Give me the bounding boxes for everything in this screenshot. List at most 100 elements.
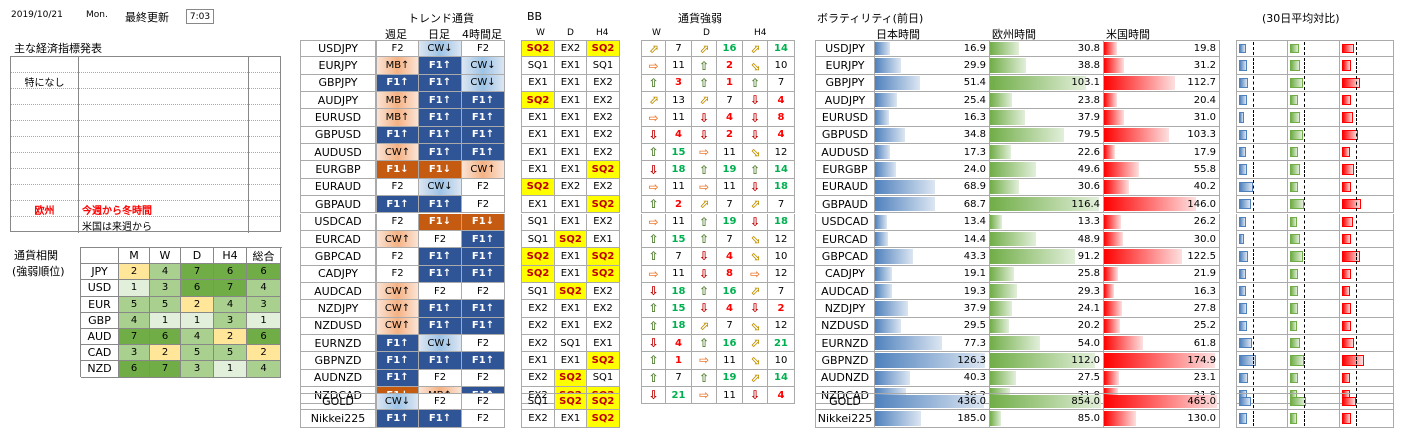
avg-ratio-cell — [1236, 230, 1288, 249]
bb-cell: SQ2 — [521, 178, 555, 197]
vol-cell: 43.3 — [875, 248, 990, 266]
bb-cell: EX2 — [587, 144, 620, 162]
strength-value: 4 — [717, 300, 743, 318]
avg-ratio-bar — [1239, 95, 1247, 106]
vol-bar — [990, 58, 1026, 73]
avg-ratio-cell — [1340, 282, 1394, 301]
vol-cell: 23.1 — [1104, 369, 1220, 387]
avg-ratio-cell — [1288, 213, 1340, 231]
avg-ratio-bar — [1290, 112, 1300, 123]
vol-pair-name: GBPUSD — [815, 126, 875, 145]
vol-cell: 27.5 — [990, 369, 1104, 387]
avg-marker — [1356, 93, 1358, 108]
avg-ratio-cell — [1340, 300, 1394, 318]
vol-value: 23.8 — [1077, 94, 1100, 106]
avg-marker — [1304, 318, 1306, 333]
avg-ratio-bar — [1342, 112, 1353, 123]
avg-marker — [1304, 58, 1306, 73]
vol-cell: 68.7 — [875, 196, 990, 214]
avg-marker — [1304, 370, 1306, 385]
avg-marker — [1356, 75, 1358, 91]
vol-bar — [990, 335, 1040, 351]
avg-ratio-bar — [1239, 77, 1248, 89]
avg-marker — [1356, 353, 1358, 368]
avg-ratio-bar — [1342, 77, 1360, 89]
bb-w-label: W — [536, 28, 545, 38]
vol-cell: 24.0 — [875, 161, 990, 179]
pair-name: EURGBP — [300, 161, 376, 179]
up-right-arrow-icon: ⬀ — [692, 92, 717, 110]
up-arrow-icon: ⇧ — [641, 230, 666, 249]
strength-value: 18 — [666, 282, 692, 301]
vol-bar — [990, 301, 1012, 316]
strength-value: 13 — [666, 92, 692, 110]
strength-value: 4 — [666, 126, 692, 145]
strength-value: 16 — [717, 334, 743, 353]
vol-value: 19.3 — [963, 285, 986, 297]
avg-ratio-cell — [1340, 92, 1394, 110]
vol-value: 30.6 — [1077, 181, 1100, 193]
vol-bar — [1104, 283, 1114, 299]
strength-value: 1 — [666, 352, 692, 370]
avg-ratio-bar — [1290, 397, 1306, 407]
avg-ratio-bar — [1239, 216, 1246, 227]
avg-ratio-cell — [1236, 92, 1288, 110]
right-arrow-icon: ⇨ — [692, 387, 717, 405]
vol-bar — [875, 249, 913, 264]
vol-value: 51.4 — [963, 77, 986, 89]
vol-pair-name: GBPCAD — [815, 248, 875, 266]
avg-ratio-bar — [1290, 251, 1303, 262]
events-cell-event — [79, 185, 249, 201]
trend-cell: F1↑ — [462, 109, 505, 127]
avg-ratio-bar — [1342, 60, 1351, 71]
bb-cell: SQ2 — [587, 352, 620, 370]
avg-marker — [1253, 266, 1255, 281]
avg-ratio-bar — [1239, 60, 1247, 71]
pair-name: CADJPY — [300, 265, 376, 283]
down-right-arrow-icon: ⬂ — [743, 352, 768, 370]
bb-cell: EX2 — [521, 334, 555, 353]
vol-bar — [990, 127, 1064, 143]
events-cell-event — [79, 105, 249, 121]
vol-value: 13.4 — [963, 216, 986, 228]
avg-ratio-bar — [1239, 337, 1252, 349]
vol-bar — [1104, 42, 1117, 56]
vol-value: 112.7 — [1187, 77, 1216, 89]
avg-marker — [1304, 266, 1306, 281]
avg-ratio-bar — [1290, 303, 1298, 314]
vol-bar — [990, 110, 1025, 125]
weekday: Mon. — [86, 10, 108, 20]
strength-value: 11 — [666, 178, 692, 197]
up-arrow-icon: ⇧ — [743, 74, 768, 93]
trend-cell: F1↑ — [419, 352, 462, 370]
vol-value: 14.4 — [963, 233, 986, 245]
trend-cell: F2 — [376, 40, 419, 58]
events-cell-region — [11, 169, 79, 185]
avg-ratio-bar — [1342, 95, 1351, 106]
avg-ratio-cell — [1236, 300, 1288, 318]
right-arrow-icon: ⇨ — [641, 265, 666, 283]
vol-value: 25.2 — [1193, 320, 1216, 332]
vol-value: 854.0 — [1071, 396, 1100, 408]
vol-value: 29.5 — [963, 320, 986, 332]
vol-bar — [875, 214, 887, 229]
avg-ratio-bar — [1342, 285, 1350, 297]
avg-ratio-cell — [1340, 410, 1394, 428]
strength-value: 19 — [717, 369, 743, 387]
strength-value: 19 — [717, 213, 743, 231]
pair-name: GBPNZD — [300, 352, 376, 370]
corr-col-header: H4 — [214, 248, 247, 265]
bb-cell: EX1 — [555, 144, 587, 162]
avg-ratio-bar — [1342, 372, 1350, 383]
strength-value: 7 — [768, 74, 795, 93]
trend-cell: F1↑ — [419, 317, 462, 335]
vol-value: 116.4 — [1071, 198, 1100, 210]
vol-value: 24.1 — [1077, 302, 1100, 314]
bb-cell: EX1 — [521, 352, 555, 370]
bb-cell: SQ2 — [521, 265, 555, 283]
up-arrow-icon: ⇧ — [692, 282, 717, 301]
vol-value: 21.9 — [1193, 268, 1216, 280]
up-arrow-icon: ⇧ — [641, 300, 666, 318]
vol-bar — [1104, 353, 1215, 368]
vol-value: 103.1 — [1071, 77, 1100, 89]
